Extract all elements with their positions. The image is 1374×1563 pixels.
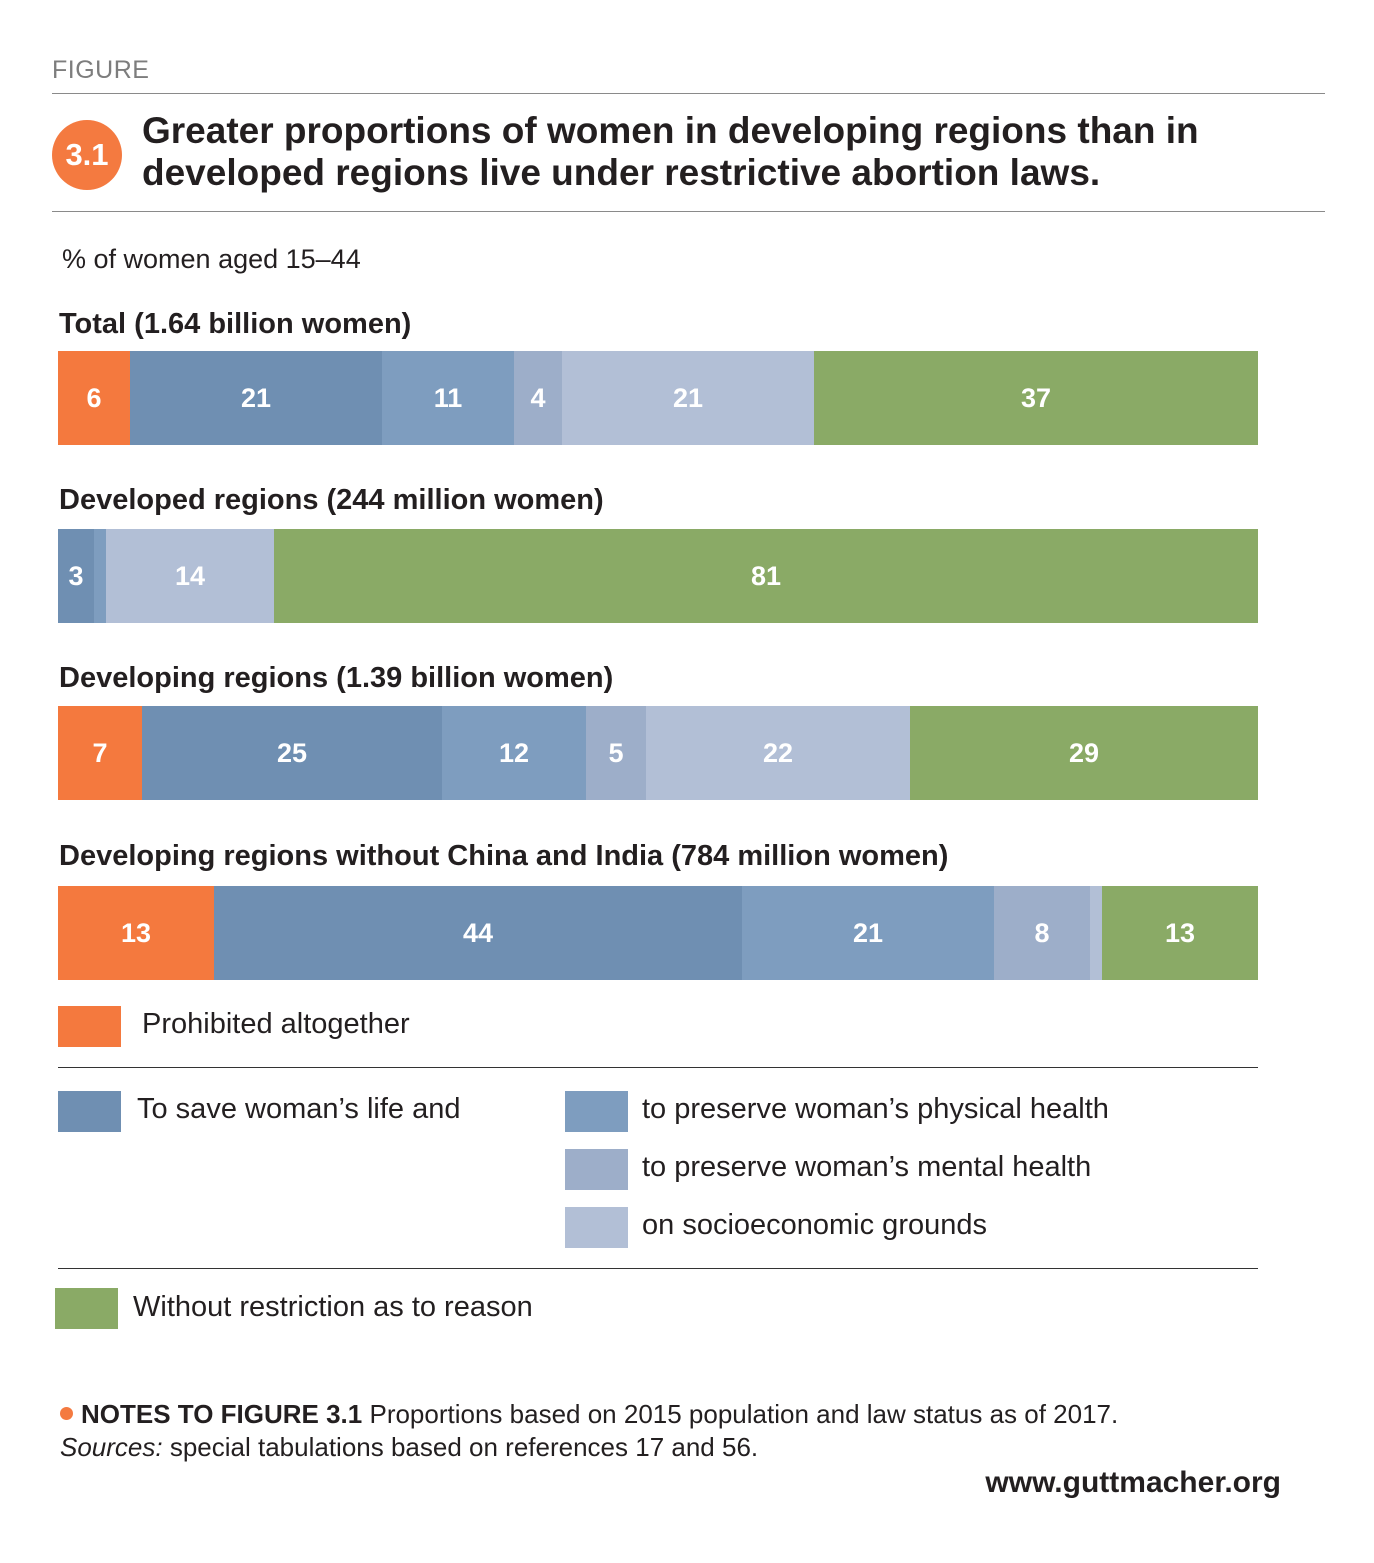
bar-segment-prohibited: 7 [58, 706, 142, 800]
legend-swatch-mental-health [565, 1149, 628, 1190]
bar-segment-socioeconomic: 22 [646, 706, 910, 800]
data-label: 25 [276, 737, 308, 768]
legend-label-save-life: To save woman’s life and [137, 1093, 461, 1125]
legend-swatch-socioeconomic [565, 1207, 628, 1248]
units-label: % of women aged 15–44 [62, 244, 361, 274]
bar-developing: 7 25 12 5 22 29 [58, 706, 1258, 800]
data-label: 3 [68, 560, 84, 591]
legend-label-mental-health: to preserve woman’s mental health [642, 1151, 1092, 1183]
sources-label: Sources: [60, 1432, 163, 1462]
figure-notes: NOTES TO FIGURE 3.1 Proportions based on… [60, 1398, 1118, 1464]
data-label: 6 [86, 382, 102, 413]
legend-label-without-restriction: Without restriction as to reason [133, 1291, 533, 1323]
bar-segment-mental-health: 5 [586, 706, 646, 800]
panel-title-developing: Developing regions (1.39 billion women) [59, 662, 614, 694]
data-label: 22 [762, 737, 794, 768]
data-label: 37 [1020, 382, 1052, 413]
data-label: 21 [852, 917, 884, 948]
figure-title: Greater proportions of women in developi… [142, 110, 1199, 193]
data-label: 14 [174, 560, 206, 591]
bar-segment-socioeconomic: 21 [562, 351, 814, 445]
legend-label-socioeconomic: on socioeconomic grounds [642, 1209, 987, 1241]
data-label: 81 [750, 560, 782, 591]
data-label: 7 [92, 737, 108, 768]
notes-text: Proportions based on 2015 population and… [362, 1399, 1119, 1429]
panel-title-total: Total (1.64 billion women) [59, 308, 412, 340]
bar-segment-without-restriction: 13 [1102, 886, 1258, 980]
data-label: 13 [1164, 917, 1196, 948]
bar-segment-mental-health: 8 [994, 886, 1090, 980]
bar-segment-without-restriction: 29 [910, 706, 1258, 800]
legend-label-prohibited: Prohibited altogether [142, 1008, 410, 1040]
data-label: 21 [672, 382, 704, 413]
legend-label-physical-health: to preserve woman’s physical health [642, 1093, 1109, 1125]
legend-swatch-physical-health [565, 1091, 628, 1132]
legend-swatch-save-life [58, 1091, 121, 1132]
legend-divider-2 [58, 1268, 1258, 1269]
top-divider [52, 93, 1325, 94]
bar-segment-mental-health: 4 [514, 351, 562, 445]
notes-line: NOTES TO FIGURE 3.1 Proportions based on… [60, 1398, 1118, 1431]
bar-developing-excl-china-india: 13 44 21 8 13 [58, 886, 1258, 980]
bar-segment-physical-health [94, 529, 106, 623]
data-label: 21 [240, 382, 272, 413]
sources-line: Sources: special tabulations based on re… [60, 1431, 1118, 1464]
bar-segment-save-life: 3 [58, 529, 94, 623]
bar-segment-socioeconomic: 14 [106, 529, 274, 623]
bar-developed: 3 14 81 [58, 529, 1258, 623]
bar-segment-without-restriction: 81 [274, 529, 1258, 623]
bar-segment-without-restriction: 37 [814, 351, 1258, 445]
bar-segment-socioeconomic [1090, 886, 1102, 980]
panel-title-developing-excl-china-india: Developing regions without China and Ind… [59, 840, 949, 872]
panel-title-developed: Developed regions (244 million women) [59, 484, 604, 516]
figure-kicker: FIGURE [52, 56, 150, 84]
sources-text: special tabulations based on references … [162, 1432, 759, 1462]
bar-total: 6 21 11 4 21 37 [58, 351, 1258, 445]
data-label: 4 [530, 382, 546, 413]
bar-segment-save-life: 21 [130, 351, 382, 445]
notes-heading: NOTES TO FIGURE 3.1 [81, 1399, 363, 1429]
bullet-dot-icon [60, 1407, 73, 1420]
legend-swatch-without-restriction [55, 1288, 118, 1329]
legend-swatch-prohibited [58, 1006, 121, 1047]
bar-segment-physical-health: 11 [382, 351, 514, 445]
title-divider [52, 211, 1325, 212]
legend-divider [58, 1067, 1258, 1068]
data-label: 29 [1068, 737, 1100, 768]
data-label: 11 [433, 382, 463, 413]
bar-segment-prohibited: 13 [58, 886, 214, 980]
bar-segment-save-life: 25 [142, 706, 442, 800]
bar-segment-save-life: 44 [214, 886, 742, 980]
bar-segment-prohibited: 6 [58, 351, 130, 445]
bar-segment-physical-health: 12 [442, 706, 586, 800]
figure-number-badge: 3.1 [52, 120, 122, 190]
data-label: 44 [462, 917, 494, 948]
bar-segment-physical-health: 21 [742, 886, 994, 980]
data-label: 13 [120, 917, 152, 948]
data-label: 5 [608, 737, 624, 768]
data-label: 8 [1034, 917, 1050, 948]
data-label: 12 [498, 737, 530, 768]
source-url: www.guttmacher.org [985, 1466, 1281, 1499]
